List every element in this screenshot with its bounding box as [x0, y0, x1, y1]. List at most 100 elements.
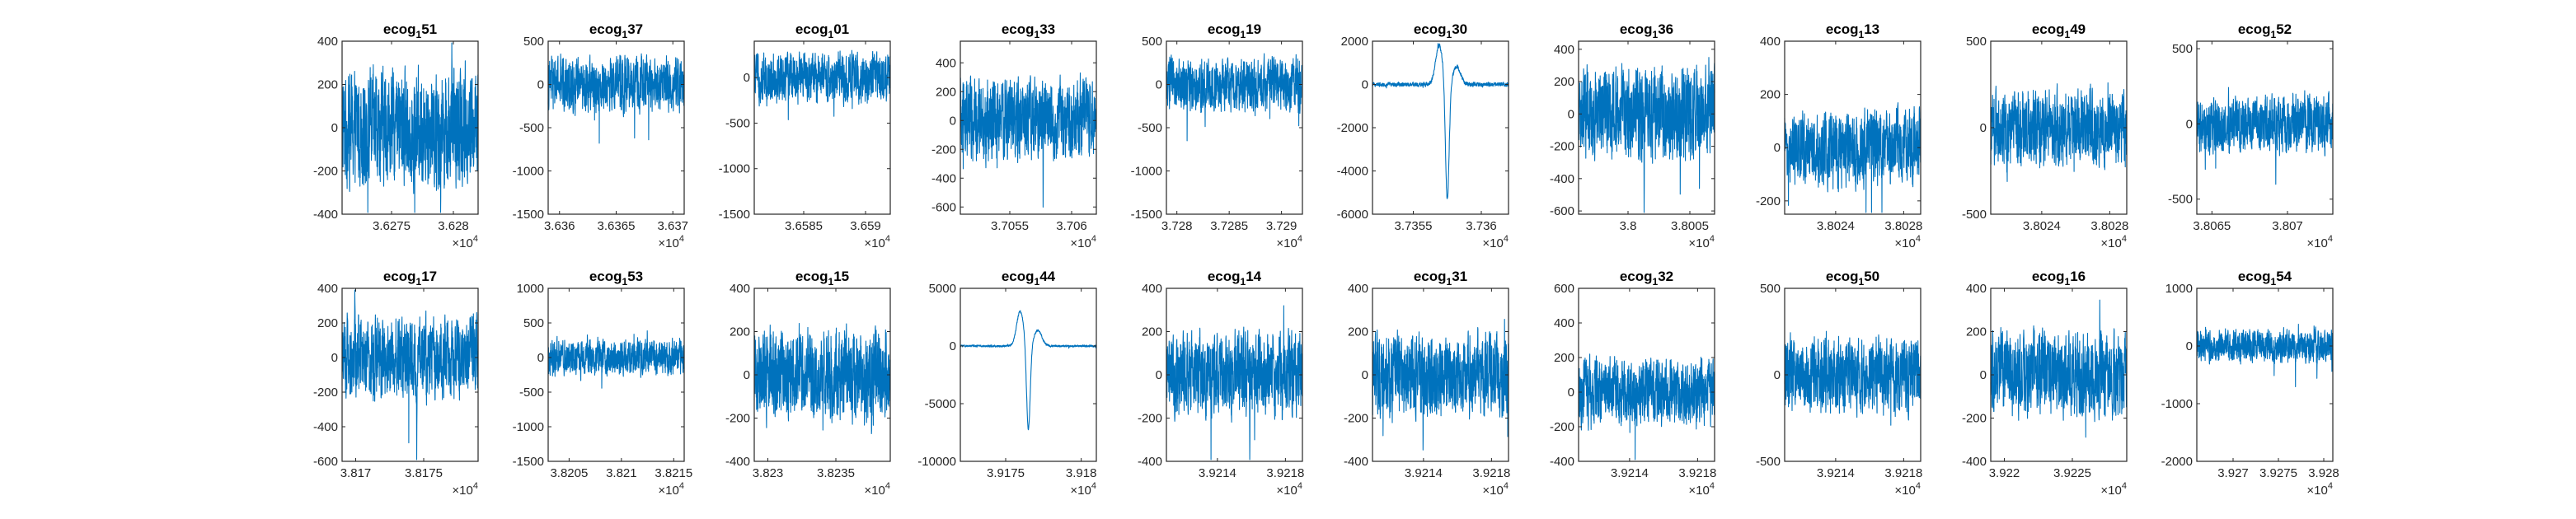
x-tick-label: 3.821 [606, 466, 637, 480]
subplot-title: ecog154 [2238, 269, 2292, 288]
x-tick-label: 3.8024 [2023, 219, 2061, 233]
subplot-ecog114: -400 -200 0 200 400 3.9214 3.9218×104 ecog114 [1138, 269, 1304, 498]
x-tick-label: 3.8005 [1671, 219, 1709, 233]
subplot-title: ecog136 [1620, 21, 1673, 40]
subplot-ecog115: -400 -200 0 200 400 3.823 3.8235 ×104 ecog115 [725, 269, 891, 498]
y-tick-label: 2000 [1341, 35, 1368, 49]
y-tick-label: 500 [2172, 42, 2193, 56]
axes-box [1578, 288, 1715, 462]
signal-trace [341, 42, 479, 213]
x-exponent-label: ×104 [1070, 481, 1096, 498]
subplot-ecog151: -400 -200 0 200 400 3.6275 3.628×104 ecog151 [313, 21, 479, 250]
y-tick-label: 0 [744, 368, 750, 382]
subplot-ecog116: -400 -200 0 200 400 3.922 3.9225 ×104 ecog116 [1962, 269, 2128, 498]
subplot-ecog144: -10000 -5000 0 5000 3.9175 3.918×104 ecog144 [917, 269, 1097, 498]
y-tick-label: -400 [313, 420, 338, 434]
y-tick-label: 0 [1362, 78, 1368, 92]
x-tick-label: 3.628 [438, 219, 469, 233]
subplot-ecog130: -6000 -4000 -2000 0 2000 3.7355 3.736×104 ecog1… [1337, 21, 1509, 250]
y-tick-label: 0 [1568, 386, 1574, 400]
axes-box [753, 40, 891, 215]
signal-trace [1166, 305, 1303, 461]
x-tick-label: 3.736 [1466, 219, 1497, 233]
x-exponent-label: ×104 [1276, 234, 1302, 250]
y-tick-label: -500 [519, 121, 544, 135]
y-tick-label: 500 [1142, 35, 1162, 49]
y-tick-label: 400 [1348, 282, 1368, 296]
y-tick-label: 0 [744, 71, 750, 85]
x-tick-label: 3.9218 [1266, 466, 1304, 480]
subplot-title: ecog101 [795, 21, 849, 40]
y-tick-label: 0 [2186, 117, 2193, 131]
y-tick-label: -2000 [2161, 455, 2193, 469]
y-tick-label: 0 [537, 78, 544, 92]
y-tick-label: 400 [1554, 316, 1574, 330]
y-tick-label: 200 [317, 316, 338, 330]
axes-box [2196, 288, 2334, 462]
signal-trace [547, 330, 685, 389]
subplot-title: ecog119 [1208, 21, 1261, 40]
y-tick-label: 0 [1156, 78, 1162, 92]
y-tick-label: -600 [931, 200, 956, 214]
y-tick-label: 0 [1980, 368, 1987, 382]
y-tick-label: -1000 [1131, 165, 1162, 179]
x-tick-label: 3.922 [1989, 466, 2020, 480]
subplot-ecog136: -600 -400 -200 0 200 400 3.8 3.8005×104 ecog136 [1550, 21, 1715, 250]
y-tick-label: -5000 [925, 397, 956, 411]
signal-trace [1990, 299, 2128, 438]
x-exponent-label: ×104 [1482, 481, 1509, 498]
x-tick-label: 3.659 [850, 219, 881, 233]
y-tick-label: -6000 [1337, 208, 1368, 222]
x-tick-label: 3.927 [2217, 466, 2249, 480]
y-tick-label: -400 [1550, 172, 1574, 186]
y-tick-label: -400 [1344, 455, 1368, 469]
subplot-ecog117: -600 -400 -200 0 200 400 3.817 3.8175 ×104 ecog11… [313, 269, 479, 498]
subplot-title: ecog132 [1620, 269, 1673, 288]
subplot-ecog154: -2000 -1000 0 1000 3.927 3.9275 3.928×104 ecog1… [2161, 269, 2339, 498]
y-tick-label: -500 [1138, 121, 1162, 135]
subplot-title: ecog116 [2032, 269, 2086, 288]
y-tick-label: -2000 [1337, 121, 1368, 135]
x-exponent-label: ×104 [2306, 234, 2333, 250]
x-tick-label: 3.8024 [1817, 219, 1855, 233]
y-tick-label: -200 [1344, 412, 1368, 426]
x-tick-label: 3.9175 [987, 466, 1025, 480]
x-exponent-label: ×104 [1894, 481, 1921, 498]
y-tick-label: 0 [1568, 107, 1574, 121]
axes-box [960, 288, 1097, 462]
x-tick-label: 3.6275 [373, 219, 411, 233]
signal-trace [1578, 57, 1715, 213]
y-tick-label: 0 [1774, 141, 1781, 155]
y-tick-label: -200 [1138, 412, 1162, 426]
axes-box [1578, 40, 1715, 215]
y-tick-label: -200 [1550, 420, 1574, 434]
signal-trace [2196, 324, 2334, 388]
x-tick-label: 3.8028 [1884, 219, 1922, 233]
y-tick-label: 200 [730, 325, 750, 339]
y-tick-label: 500 [523, 35, 544, 49]
subplot-title: ecog117 [383, 269, 437, 288]
x-tick-label: 3.9218 [1678, 466, 1716, 480]
x-tick-label: 3.8175 [405, 466, 443, 480]
y-tick-label: 5000 [929, 282, 956, 296]
y-tick-label: -200 [313, 386, 338, 400]
subplot-title: ecog114 [1208, 269, 1262, 288]
y-tick-label: 0 [1774, 368, 1781, 382]
y-tick-label: -200 [931, 143, 956, 157]
y-tick-label: 0 [1156, 368, 1162, 382]
y-tick-label: 200 [1554, 75, 1574, 89]
y-tick-label: -500 [2168, 193, 2193, 207]
x-tick-label: 3.9214 [1611, 466, 1649, 480]
subplot-title: ecog150 [1826, 269, 1879, 288]
x-tick-label: 3.7055 [991, 219, 1029, 233]
signal-trace [1372, 43, 1509, 199]
x-tick-label: 3.728 [1161, 219, 1193, 233]
signal-trace [960, 72, 1097, 208]
y-tick-label: -1500 [719, 208, 750, 222]
y-tick-label: 500 [1760, 282, 1781, 296]
x-exponent-label: ×104 [658, 481, 684, 498]
x-exponent-label: ×104 [2100, 481, 2127, 498]
y-tick-label: -400 [1550, 455, 1574, 469]
